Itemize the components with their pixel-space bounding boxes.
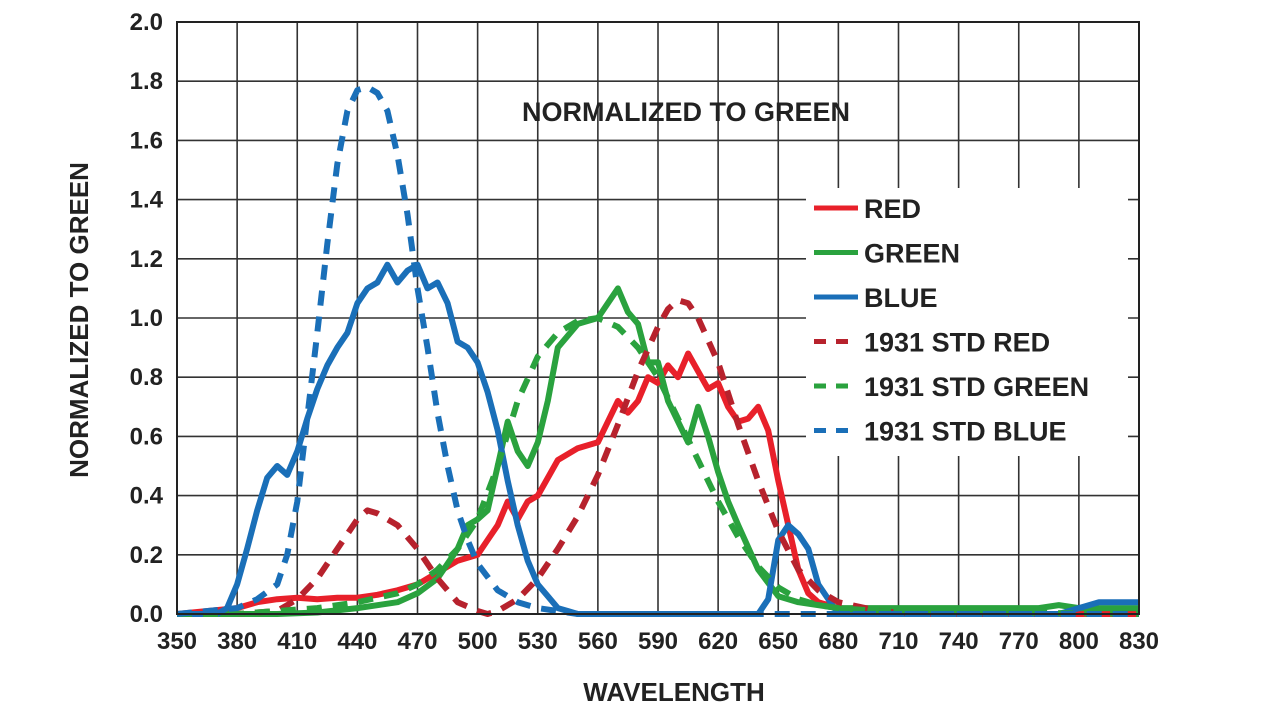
- legend-label: GREEN: [864, 239, 960, 269]
- x-tick-label: 710: [878, 628, 918, 655]
- legend-label: 1931 STD BLUE: [864, 417, 1067, 447]
- legend-label: BLUE: [864, 283, 938, 313]
- x-tick-label: 410: [277, 628, 317, 655]
- x-tick-label: 530: [518, 628, 558, 655]
- y-tick-label: 0.2: [130, 542, 163, 569]
- x-tick-label: 800: [1059, 628, 1099, 655]
- legend-box: [806, 188, 1128, 456]
- series-line-1931-std-blue: [176, 84, 1139, 617]
- x-tick-label: 380: [217, 628, 257, 655]
- y-tick-label: 1.2: [130, 246, 163, 273]
- x-tick-label: 650: [758, 628, 798, 655]
- y-tick-label: 1.4: [130, 187, 164, 214]
- x-tick-label: 740: [939, 628, 979, 655]
- y-tick-label: 0.4: [130, 483, 164, 510]
- x-tick-label: 620: [698, 628, 738, 655]
- series-line-1931-std-green: [177, 315, 1140, 617]
- y-axis-label: NORMALIZED TO GREEN: [64, 162, 94, 478]
- legend-label: RED: [864, 194, 921, 224]
- y-tick-label: 1.0: [130, 305, 163, 332]
- y-tick-labels: 0.0 0.2 0.4 0.6 0.8 1.0 1.2 1.4 1.6 1.8 2.0: [130, 9, 164, 628]
- y-tick-label: 0.0: [130, 601, 163, 628]
- x-tick-labels: 350 380 410 440 470 500 530 560 590 620 650 680 710 7…: [157, 628, 1159, 655]
- x-tick-label: 470: [397, 628, 437, 655]
- legend-label: 1931 STD RED: [864, 328, 1050, 358]
- series-line-blue: [177, 261, 1139, 617]
- x-tick-label: 590: [638, 628, 678, 655]
- legend: RED GREEN BLUE 1931 STD RED 1931 STD GREEN 19…: [806, 188, 1128, 456]
- legend-label: 1931 STD GREEN: [864, 372, 1089, 402]
- y-tick-label: 2.0: [130, 9, 163, 36]
- y-tick-label: 1.6: [130, 127, 163, 154]
- x-axis-label: WAVELENGTH: [583, 677, 765, 707]
- y-tick-label: 0.8: [130, 364, 163, 391]
- series-line-1931-std-red: [177, 297, 1139, 617]
- chart-annotation: NORMALIZED TO GREEN: [522, 97, 850, 127]
- x-tick-label: 680: [818, 628, 858, 655]
- x-tick-label: 830: [1119, 628, 1159, 655]
- y-tick-label: 0.6: [130, 423, 163, 450]
- x-tick-label: 560: [578, 628, 618, 655]
- y-tick-label: 1.8: [130, 68, 163, 95]
- plot-frame: [176, 21, 1140, 615]
- series-layer: [176, 84, 1140, 617]
- x-tick-label: 500: [458, 628, 498, 655]
- x-tick-label: 440: [337, 628, 377, 655]
- x-tick-label: 770: [999, 628, 1039, 655]
- x-tick-label: 350: [157, 628, 197, 655]
